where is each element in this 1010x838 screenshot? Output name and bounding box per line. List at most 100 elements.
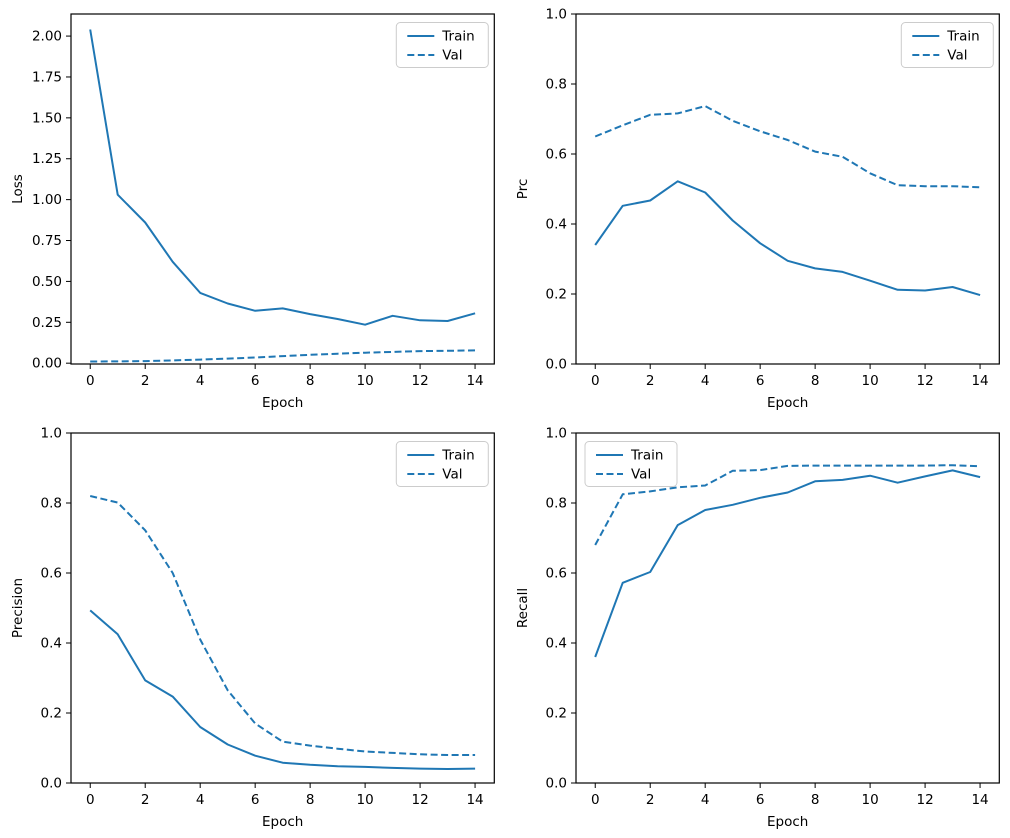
y-tick-label: 0.00 <box>32 356 62 372</box>
x-tick-label: 4 <box>701 792 710 808</box>
x-tick-label: 4 <box>196 792 205 808</box>
val-line <box>594 464 981 546</box>
y-axis-label: Prc <box>515 179 531 200</box>
x-tick-label: 12 <box>916 792 933 808</box>
x-tick-label: 8 <box>811 373 820 389</box>
val-line <box>594 105 981 189</box>
y-tick-label: 1.50 <box>32 110 62 126</box>
x-axis-label: Epoch <box>262 395 303 411</box>
legend-train-label: Train <box>441 448 474 464</box>
val-line <box>90 349 476 363</box>
y-tick-label: 0.2 <box>546 287 567 303</box>
x-tick-label: 14 <box>971 373 988 389</box>
legend-val-label: Val <box>631 467 651 483</box>
axes-frame <box>70 13 495 365</box>
legend-box <box>395 441 489 487</box>
x-tick-label: 10 <box>862 792 879 808</box>
x-tick-label: 10 <box>862 373 879 389</box>
y-tick-label: 0.50 <box>32 274 62 290</box>
x-tick-label: 8 <box>811 792 820 808</box>
legend-train-label: Train <box>946 29 979 45</box>
y-tick-label: 1.0 <box>546 426 567 442</box>
legend-train-label: Train <box>630 448 663 464</box>
chart-canvas-prc: 0 2 4 6 8 10 12 14 0.0 0.2 0.4 0.6 0.8 1.0 Epoch Prc Tra… <box>515 7 1000 411</box>
y-tick-label: 1.00 <box>32 192 62 208</box>
y-axis-label: Recall <box>515 588 531 628</box>
legend-train-label: Train <box>441 29 474 45</box>
y-tick-label: 0.0 <box>546 776 567 792</box>
legend-box <box>395 22 489 68</box>
y-tick-label: 0.8 <box>546 77 567 93</box>
x-tick-label: 0 <box>591 373 600 389</box>
legend-val-label: Val <box>442 467 462 483</box>
x-tick-label: 12 <box>916 373 933 389</box>
y-tick-label: 0.4 <box>41 636 62 652</box>
y-tick-label: 0.4 <box>546 636 567 652</box>
train-line <box>594 469 981 658</box>
x-tick-label: 6 <box>756 373 765 389</box>
x-tick-label: 0 <box>591 792 600 808</box>
chart-canvas-precision: 0 2 4 6 8 10 12 14 0.0 0.2 0.4 0.6 0.8 1.0 Epoch Precis… <box>10 426 495 830</box>
y-tick-label: 0.2 <box>546 706 567 722</box>
x-tick-label: 8 <box>306 373 315 389</box>
y-tick-label: 1.25 <box>32 151 62 167</box>
y-tick-label: 0.4 <box>546 217 567 233</box>
legend-val-label: Val <box>947 48 967 64</box>
axes-frame <box>575 432 1000 784</box>
x-tick-label: 4 <box>196 373 205 389</box>
y-tick-label: 0.0 <box>546 357 567 373</box>
x-tick-label: 12 <box>411 792 428 808</box>
train-line <box>89 29 476 326</box>
y-tick-label: 0.2 <box>41 706 62 722</box>
x-tick-label: 6 <box>756 792 765 808</box>
y-tick-label: 0.0 <box>41 776 62 792</box>
subplot-prc: 0 2 4 6 8 10 12 14 0.0 0.2 0.4 0.6 0.8 1.0 Epoch Prc Tra… <box>505 0 1010 419</box>
x-axis-label: Epoch <box>767 395 808 411</box>
y-tick-label: 0.25 <box>32 315 62 331</box>
x-tick-label: 14 <box>971 792 988 808</box>
subplot-loss: 0 2 4 6 8 10 12 14 0.00 0.25 0.50 0.75 1.00 1.25 1.50 1… <box>0 0 505 419</box>
x-tick-label: 2 <box>141 373 150 389</box>
subplot-recall: 0 2 4 6 8 10 12 14 0.0 0.2 0.4 0.6 0.8 1.0 Epoch Recall… <box>505 419 1010 838</box>
x-tick-label: 0 <box>86 373 95 389</box>
x-tick-label: 8 <box>306 792 315 808</box>
x-tick-label: 2 <box>646 792 655 808</box>
chart-canvas-recall: 0 2 4 6 8 10 12 14 0.0 0.2 0.4 0.6 0.8 1.0 Epoch Recall… <box>515 426 1000 830</box>
x-tick-label: 14 <box>466 373 483 389</box>
x-axis-label: Epoch <box>262 814 303 830</box>
y-tick-label: 0.8 <box>546 496 567 512</box>
x-tick-label: 10 <box>357 373 374 389</box>
x-tick-label: 6 <box>251 373 260 389</box>
y-tick-label: 2.00 <box>32 29 62 45</box>
axes-frame <box>575 13 1000 365</box>
x-tick-label: 14 <box>466 792 483 808</box>
val-line <box>89 495 476 756</box>
y-tick-label: 1.75 <box>32 69 62 85</box>
y-tick-label: 1.0 <box>546 7 567 23</box>
axes-frame <box>70 432 495 784</box>
y-tick-label: 0.6 <box>546 147 567 163</box>
x-tick-label: 2 <box>141 792 150 808</box>
legend-box <box>900 22 994 68</box>
y-axis-label: Loss <box>10 174 26 204</box>
y-tick-label: 0.6 <box>41 566 62 582</box>
x-tick-label: 2 <box>646 373 655 389</box>
x-tick-label: 12 <box>411 373 428 389</box>
x-tick-label: 0 <box>86 792 95 808</box>
y-tick-label: 0.8 <box>41 496 62 512</box>
x-tick-label: 4 <box>701 373 710 389</box>
legend-box <box>584 441 678 487</box>
y-tick-label: 1.0 <box>41 426 62 442</box>
train-line <box>89 609 476 770</box>
subplot-precision: 0 2 4 6 8 10 12 14 0.0 0.2 0.4 0.6 0.8 1.0 Epoch Precis… <box>0 419 505 838</box>
y-tick-label: 0.75 <box>32 233 62 249</box>
chart-canvas-loss: 0 2 4 6 8 10 12 14 0.00 0.25 0.50 0.75 1.00 1.25 1.50 1… <box>10 13 495 411</box>
legend-val-label: Val <box>442 48 462 64</box>
y-tick-label: 0.6 <box>546 566 567 582</box>
y-axis-label: Precision <box>10 578 26 638</box>
train-line <box>594 180 981 297</box>
x-axis-label: Epoch <box>767 814 808 830</box>
x-tick-label: 10 <box>357 792 374 808</box>
x-tick-label: 6 <box>251 792 260 808</box>
